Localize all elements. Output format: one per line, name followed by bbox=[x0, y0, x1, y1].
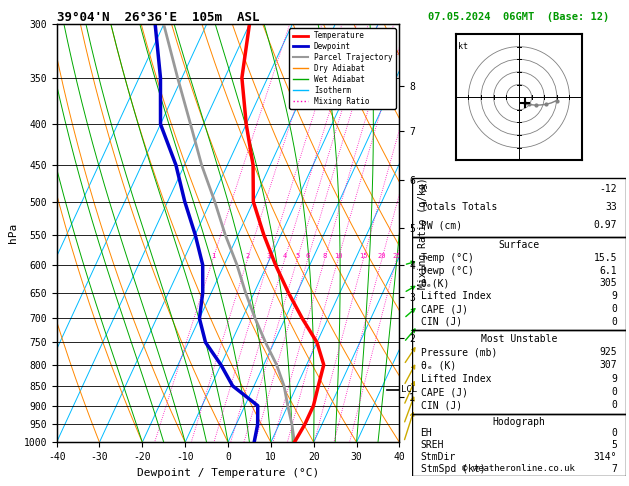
Text: 314°: 314° bbox=[594, 452, 617, 462]
Text: Temp (°C): Temp (°C) bbox=[421, 253, 474, 263]
Text: 33: 33 bbox=[606, 202, 617, 212]
Text: CAPE (J): CAPE (J) bbox=[421, 304, 467, 314]
Text: Surface: Surface bbox=[498, 240, 540, 250]
Text: 15.5: 15.5 bbox=[594, 253, 617, 263]
Text: 10: 10 bbox=[334, 253, 342, 259]
Text: Lifted Index: Lifted Index bbox=[421, 291, 491, 301]
Text: SREH: SREH bbox=[421, 440, 444, 450]
Legend: Temperature, Dewpoint, Parcel Trajectory, Dry Adiabat, Wet Adiabat, Isotherm, Mi: Temperature, Dewpoint, Parcel Trajectory… bbox=[289, 28, 396, 109]
Text: CAPE (J): CAPE (J) bbox=[421, 387, 467, 397]
Text: 7: 7 bbox=[611, 464, 617, 474]
Text: Most Unstable: Most Unstable bbox=[481, 334, 557, 344]
Text: 6: 6 bbox=[306, 253, 310, 259]
Text: 8: 8 bbox=[323, 253, 327, 259]
Text: CIN (J): CIN (J) bbox=[421, 317, 462, 327]
Text: EH: EH bbox=[421, 429, 432, 438]
Text: CIN (J): CIN (J) bbox=[421, 400, 462, 410]
Text: 9: 9 bbox=[611, 374, 617, 384]
Text: -12: -12 bbox=[599, 184, 617, 194]
Text: 5: 5 bbox=[295, 253, 299, 259]
Text: 07.05.2024  06GMT  (Base: 12): 07.05.2024 06GMT (Base: 12) bbox=[428, 12, 610, 22]
Text: LCL: LCL bbox=[401, 385, 417, 395]
Text: StmSpd (kt): StmSpd (kt) bbox=[421, 464, 485, 474]
Text: θₑ (K): θₑ (K) bbox=[421, 361, 456, 370]
Text: 305: 305 bbox=[599, 278, 617, 288]
Text: 6.1: 6.1 bbox=[599, 266, 617, 276]
Text: 5: 5 bbox=[611, 440, 617, 450]
Text: 925: 925 bbox=[599, 347, 617, 357]
Text: θₑ(K): θₑ(K) bbox=[421, 278, 450, 288]
Text: 15: 15 bbox=[359, 253, 367, 259]
Text: 4: 4 bbox=[282, 253, 287, 259]
Y-axis label: hPa: hPa bbox=[8, 223, 18, 243]
Text: 2: 2 bbox=[245, 253, 250, 259]
Text: Hodograph: Hodograph bbox=[493, 417, 545, 427]
Text: © weatheronline.co.uk: © weatheronline.co.uk bbox=[462, 464, 576, 473]
Text: 1: 1 bbox=[211, 253, 215, 259]
Y-axis label: Mixing Ratio (g/kg): Mixing Ratio (g/kg) bbox=[418, 177, 428, 289]
Text: 9: 9 bbox=[611, 291, 617, 301]
Text: 0: 0 bbox=[611, 387, 617, 397]
Text: 39°04'N  26°36'E  105m  ASL: 39°04'N 26°36'E 105m ASL bbox=[57, 11, 259, 24]
Text: 0: 0 bbox=[611, 304, 617, 314]
X-axis label: Dewpoint / Temperature (°C): Dewpoint / Temperature (°C) bbox=[137, 468, 319, 478]
Text: Dewp (°C): Dewp (°C) bbox=[421, 266, 474, 276]
Text: 307: 307 bbox=[599, 361, 617, 370]
Text: Pressure (mb): Pressure (mb) bbox=[421, 347, 497, 357]
Text: PW (cm): PW (cm) bbox=[421, 220, 462, 230]
Text: K: K bbox=[421, 184, 426, 194]
Text: 3: 3 bbox=[267, 253, 271, 259]
Text: kt: kt bbox=[459, 42, 468, 51]
Text: 0: 0 bbox=[611, 317, 617, 327]
Text: 25: 25 bbox=[392, 253, 401, 259]
Text: 20: 20 bbox=[377, 253, 386, 259]
Text: 0: 0 bbox=[611, 400, 617, 410]
Text: Lifted Index: Lifted Index bbox=[421, 374, 491, 384]
Text: 0.97: 0.97 bbox=[594, 220, 617, 230]
Text: StmDir: StmDir bbox=[421, 452, 456, 462]
Text: 0: 0 bbox=[611, 429, 617, 438]
Text: Totals Totals: Totals Totals bbox=[421, 202, 497, 212]
